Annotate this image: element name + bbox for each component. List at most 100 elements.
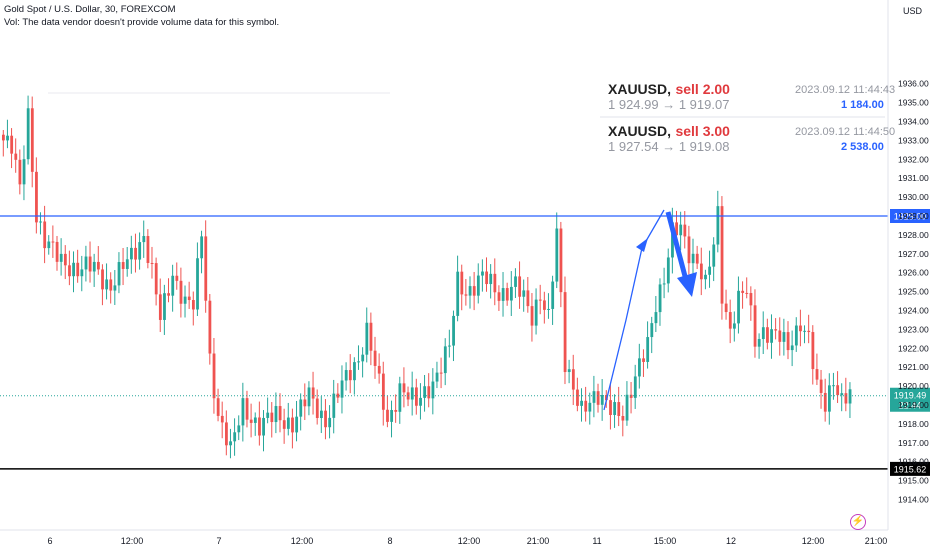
candle-body (220, 415, 224, 423)
candle-body (51, 241, 55, 243)
candle-body (757, 339, 761, 347)
candle (344, 362, 348, 391)
candle (245, 390, 249, 428)
y-tick-label: 1922.00 (898, 343, 929, 353)
candle-body (274, 406, 278, 423)
candle (654, 296, 658, 332)
candle (348, 354, 352, 394)
candle-body (196, 258, 199, 310)
candle (844, 377, 848, 412)
candle-body (489, 273, 493, 285)
grid (48, 92, 885, 118)
candle-body (675, 222, 678, 236)
candle (406, 386, 410, 407)
candle-body (778, 330, 782, 342)
candle (638, 343, 641, 389)
candle (43, 205, 47, 264)
down-arrowhead (677, 272, 697, 297)
candle (770, 314, 773, 359)
y-tick-label: 1929.00 (898, 211, 929, 221)
candle (621, 405, 625, 437)
candle-body (373, 350, 377, 366)
candle-body (443, 346, 447, 374)
candle (720, 196, 724, 320)
candle (460, 264, 464, 311)
candle-body (745, 292, 749, 294)
candle (237, 415, 241, 441)
candle-body (476, 275, 480, 296)
candle (803, 325, 807, 344)
candle-body (402, 383, 406, 393)
candle (22, 145, 26, 201)
candle-body (43, 221, 47, 249)
candle (497, 285, 501, 311)
candle (390, 400, 394, 438)
blue-line-price: 1929.00 (894, 212, 927, 222)
candle (10, 128, 14, 169)
last-price-value: 1919.49 (894, 391, 927, 401)
candle (547, 293, 550, 319)
candle-body (724, 303, 728, 313)
candle-body (662, 283, 666, 285)
candle (439, 357, 443, 389)
candle-body (320, 410, 323, 419)
candle-body (377, 365, 381, 374)
candle (241, 382, 245, 442)
candle (819, 369, 823, 409)
candle (167, 278, 170, 303)
trade-2-time: 2023.09.12 11:44:50 (795, 126, 896, 138)
blue-line-price-tag (890, 209, 930, 223)
candle-body (571, 369, 575, 390)
candle-body (468, 286, 472, 296)
candle (196, 242, 199, 317)
x-tick-label: 12:00 (291, 536, 314, 546)
candle-body (30, 108, 34, 172)
candle (823, 378, 827, 422)
candle (18, 149, 22, 195)
candle (571, 354, 575, 406)
candle-body (295, 416, 299, 433)
candle-body (175, 275, 179, 281)
candle-body (819, 379, 823, 393)
candle-body (365, 322, 369, 355)
candle (270, 402, 274, 438)
candle-body (266, 412, 270, 418)
candle-body (101, 269, 104, 290)
y-tick-label: 1925.00 (898, 287, 929, 297)
candle (828, 373, 831, 425)
candle-body (733, 323, 736, 329)
candle-body (774, 329, 778, 331)
candle-body (770, 329, 773, 343)
candle-body (753, 305, 757, 347)
candle (419, 383, 422, 420)
candle-body (113, 285, 117, 291)
candle-body (848, 389, 852, 404)
candle-body (621, 416, 625, 421)
candle-body (92, 261, 96, 272)
candle-body (828, 385, 831, 412)
candle-body (642, 358, 645, 362)
chart-title: Gold Spot / U.S. Dollar, 30, FOREXCOM (4, 4, 176, 15)
candle-body (439, 372, 443, 374)
candle (452, 310, 455, 362)
candle (807, 314, 811, 344)
candle-body (204, 236, 208, 301)
candle-body (588, 402, 592, 412)
candle (737, 276, 740, 334)
candle-body (501, 288, 505, 301)
lightning-icon[interactable]: ⚡ (850, 514, 866, 530)
candle (369, 312, 373, 366)
x-tick-label: 6 (47, 536, 52, 546)
candle-body (609, 400, 612, 415)
candle-body (803, 330, 807, 332)
candle (30, 96, 34, 188)
candle (80, 255, 84, 292)
candle-body (415, 387, 418, 406)
candle-body (555, 228, 559, 282)
trade-2-pnl: 2 538.00 (841, 141, 884, 153)
candle-body (59, 253, 63, 262)
candle-body (200, 236, 204, 259)
candle-body (671, 222, 674, 258)
y-tick-label: 1927.00 (898, 249, 929, 259)
